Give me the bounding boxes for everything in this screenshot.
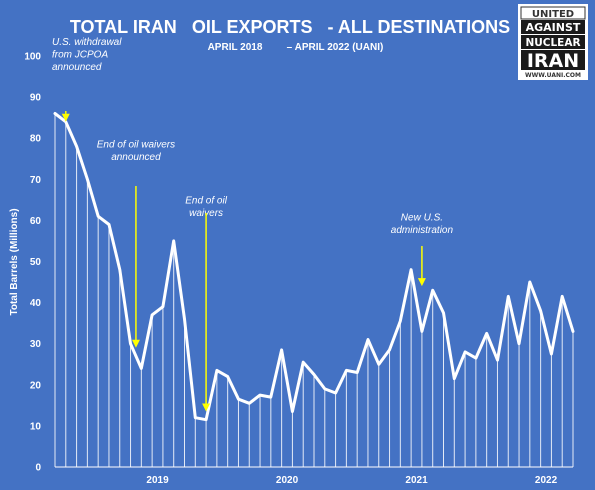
annotation-label: announced (111, 152, 161, 163)
y-tick-label: 20 (30, 380, 42, 391)
y-tick-label: 70 (30, 175, 42, 186)
chart-subtitle-end: – APRIL 2022 (UANI) (287, 42, 384, 53)
y-axis-ticks: 0 10 20 30 40 50 60 70 80 90 100 (24, 52, 41, 474)
logo-line-nuclear: NUCLEAR (525, 37, 580, 49)
annotation-label: announced (52, 62, 102, 73)
x-tick-label: 2021 (405, 475, 428, 486)
x-tick-label: 2020 (276, 475, 299, 486)
y-tick-label: 10 (30, 421, 42, 432)
y-tick-label: 40 (30, 298, 42, 309)
series-line (53, 112, 575, 422)
drop-lines (54, 113, 574, 467)
annotation-label: End of oil (185, 196, 227, 207)
x-tick-label: 2022 (535, 475, 558, 486)
y-tick-label: 80 (30, 134, 42, 145)
annotation-arrow-head (131, 339, 140, 348)
annotation-label: New U.S. (401, 213, 443, 224)
chart-title: TOTAL IRAN OIL EXPORTS - ALL DESTINATION… (70, 17, 510, 37)
logo-url: WWW.UANI.COM (525, 72, 581, 79)
y-tick-label: 100 (24, 52, 41, 63)
uani-logo: UNITED AGAINST NUCLEAR IRAN WWW.UANI.COM (518, 4, 588, 80)
annotation-label: administration (391, 225, 454, 236)
x-axis-ticks: 2019 2020 2021 2022 (146, 475, 557, 486)
annotation-label: End of oil waivers (97, 140, 175, 151)
y-tick-label: 30 (30, 339, 42, 350)
annotation-arrow-head (61, 113, 70, 122)
logo-united-box (520, 6, 586, 20)
logo-iran-box (521, 50, 585, 70)
annotation-label: from JCPOA (52, 50, 108, 61)
annotation-arrow-head (202, 403, 211, 412)
logo-line-united: UNITED (532, 9, 574, 20)
annotation-arrow-head (417, 278, 426, 287)
y-axis-label: Total Barrels (Millions) (9, 208, 20, 315)
logo-against-box (521, 20, 585, 34)
annotation-label: U.S. withdrawal (52, 37, 122, 48)
y-tick-label: 90 (30, 93, 42, 104)
y-tick-label: 60 (30, 216, 42, 227)
x-tick-label: 2019 (146, 475, 169, 486)
logo-line-against: AGAINST (526, 21, 581, 34)
chart-subtitle-start: APRIL 2018 (208, 42, 263, 53)
logo-line-iran: IRAN (527, 50, 579, 72)
y-tick-label: 50 (30, 257, 42, 268)
logo-nuclear-box (521, 35, 585, 49)
y-tick-label: 0 (35, 463, 41, 474)
